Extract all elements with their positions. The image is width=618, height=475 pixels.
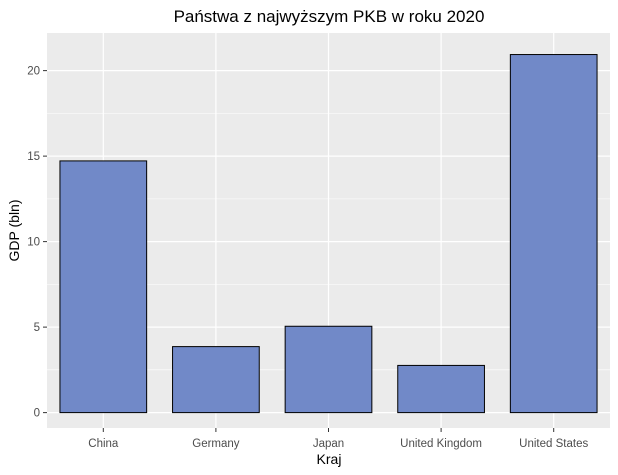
- x-axis: China Germany Japan United Kingdom United St…: [88, 428, 588, 450]
- bar-china: [59, 160, 148, 414]
- y-tick-label: 20: [27, 66, 40, 78]
- y-axis: 0 5 10 15 20: [27, 66, 47, 420]
- x-tick-label: Germany: [192, 438, 240, 450]
- y-tick-label: 5: [34, 322, 40, 334]
- x-tick-label: Japan: [313, 438, 344, 450]
- bar-japan: [284, 325, 373, 414]
- x-axis-title: Kraj: [317, 451, 342, 467]
- y-tick-label: 0: [34, 408, 40, 420]
- x-tick-label: China: [88, 438, 119, 450]
- bar-germany: [172, 346, 260, 414]
- bar-united-kingdom: [397, 364, 485, 414]
- y-tick-label: 15: [27, 151, 40, 163]
- bars: [59, 54, 598, 414]
- y-axis-title: GDP (bln): [6, 200, 22, 262]
- chart-title: Państwa z najwyższym PKB w roku 2020: [174, 7, 485, 26]
- x-tick-label: United States: [519, 438, 588, 450]
- x-tick-label: United Kingdom: [400, 438, 482, 450]
- y-tick-label: 10: [27, 237, 40, 249]
- bar-united-states: [509, 54, 598, 414]
